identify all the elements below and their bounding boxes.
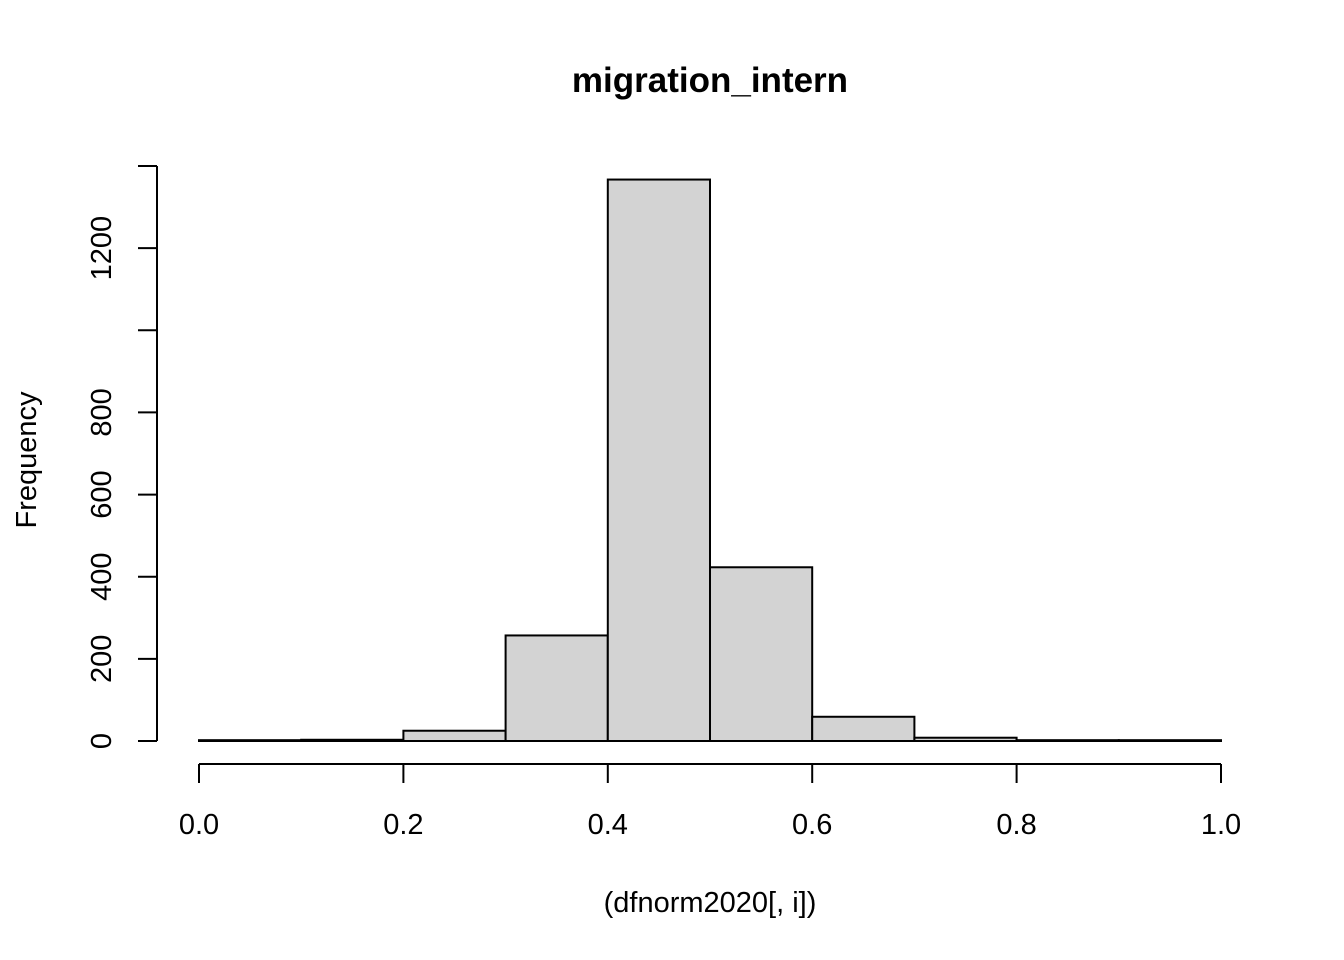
chart-title: migration_intern bbox=[572, 61, 848, 100]
y-tick-label: 0 bbox=[86, 733, 118, 749]
y-tick-label: 200 bbox=[86, 635, 118, 683]
y-tick-label: 600 bbox=[86, 470, 118, 518]
y-tick-label: 400 bbox=[86, 553, 118, 601]
x-tick-label: 0.4 bbox=[588, 809, 628, 841]
histogram-bar bbox=[709, 566, 814, 743]
bars-group bbox=[198, 178, 1223, 743]
y-tick-label: 800 bbox=[86, 388, 118, 436]
histogram-bar bbox=[913, 736, 1018, 743]
histogram-bar bbox=[1117, 739, 1223, 743]
x-tick-label: 0.6 bbox=[792, 809, 832, 841]
y-tick-label: 1200 bbox=[86, 216, 118, 281]
x-axis: 0.0 0.2 0.4 0.6 0.8 1.0 bbox=[179, 763, 1241, 841]
histogram-bar bbox=[606, 178, 711, 742]
histogram-bar bbox=[1015, 739, 1120, 743]
x-tick-label: 1.0 bbox=[1201, 809, 1241, 841]
histogram-bar bbox=[198, 739, 303, 743]
histogram-bar bbox=[300, 738, 405, 743]
x-tick-label: 0.2 bbox=[383, 809, 423, 841]
y-axis: 0 200 400 600 800 1200 bbox=[86, 165, 158, 749]
histogram-bar bbox=[811, 715, 916, 743]
x-tick-label: 0.8 bbox=[996, 809, 1036, 841]
histogram-bar bbox=[504, 634, 609, 742]
x-axis-label: (dfnorm2020[, i]) bbox=[604, 887, 817, 919]
x-tick-label: 0.0 bbox=[179, 809, 219, 841]
histogram-bar bbox=[402, 729, 507, 742]
y-axis-label: Frequency bbox=[11, 391, 43, 529]
